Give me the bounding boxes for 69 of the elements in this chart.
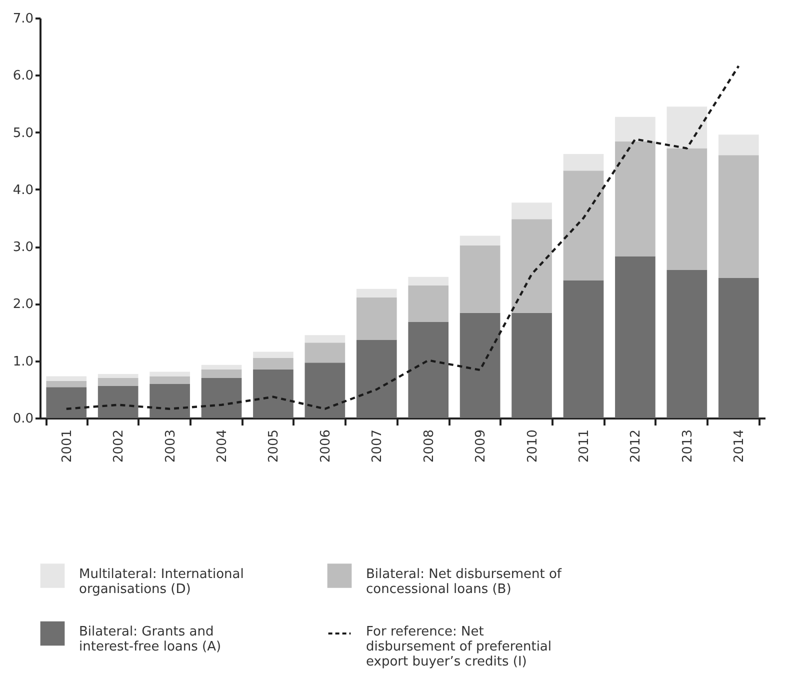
x-tick-label: 2012: [628, 430, 644, 463]
bar: [718, 155, 759, 278]
bar: [718, 278, 759, 418]
x-tick-label: 2003: [163, 430, 178, 463]
bar: [666, 148, 708, 270]
bar: [408, 285, 449, 322]
bar: [304, 342, 346, 363]
x-tick-label: 2007: [370, 430, 386, 463]
bar: [512, 219, 552, 313]
legend-label: Bilateral: Grants and interest-free loans (A): [79, 624, 222, 654]
bar: [512, 202, 552, 220]
x-tick-label: 2008: [422, 430, 437, 463]
bar: [615, 141, 656, 256]
bar: [150, 384, 190, 418]
x-tick-label: 2009: [474, 430, 489, 463]
x-tick-label: 2010: [525, 430, 540, 463]
bar: [718, 134, 759, 156]
bar: [46, 387, 87, 418]
x-tick-label: 2005: [266, 430, 282, 463]
bar: [98, 374, 138, 378]
bar: [304, 335, 346, 343]
legend-label: Multilateral: International organisations (D): [79, 566, 244, 597]
bar: [615, 116, 656, 142]
legend-label: Bilateral: Net disbursement of concessional loans (B): [366, 566, 562, 597]
x-tick-label: 2006: [318, 430, 334, 463]
bar: [460, 312, 500, 418]
bar: [615, 256, 656, 418]
bar: [408, 322, 449, 418]
bar: [150, 372, 190, 376]
bar: [150, 376, 190, 384]
bar: [666, 106, 708, 148]
bar: [666, 270, 708, 418]
x-tick-label: 2011: [576, 430, 592, 463]
x-tick-label: 2004: [215, 430, 230, 463]
bar: [98, 386, 138, 418]
bar: [460, 236, 500, 246]
y-tick-label: 1.0: [12, 354, 34, 370]
bar: [46, 380, 87, 388]
y-tick-label: 2.0: [12, 297, 34, 312]
bar: [356, 340, 397, 418]
y-tick-label: 3.0: [12, 240, 34, 256]
bar: [201, 364, 242, 370]
y-tick-label: 4.0: [12, 182, 34, 198]
legend-label: For reference: Net disbursement of preferential export buyer’s credits (I): [366, 624, 552, 670]
bar: [253, 358, 294, 370]
bar: [98, 378, 138, 386]
bar: [253, 369, 294, 418]
bar: [563, 154, 604, 171]
y-tick-label: 0.0: [12, 412, 34, 426]
x-tick-label: 2014: [732, 430, 748, 463]
bar: [46, 376, 87, 381]
y-tick-label: 5.0: [12, 126, 34, 141]
bar: [253, 352, 294, 358]
bar: [512, 312, 552, 418]
bar: [356, 288, 397, 298]
x-tick-label: 2002: [112, 430, 127, 463]
bar: [356, 297, 397, 340]
x-tick-label: 2001: [60, 430, 75, 463]
y-tick-label: 6.0: [12, 68, 34, 84]
bar: [201, 369, 242, 378]
bar: [201, 378, 242, 418]
bar: [460, 245, 500, 313]
bar: [563, 280, 604, 418]
bar: [304, 362, 346, 418]
y-tick-label: 7.0: [12, 12, 34, 26]
x-tick-label: 2013: [680, 430, 696, 463]
bar: [408, 276, 449, 286]
line-series: [65, 64, 740, 410]
bar: [563, 170, 604, 280]
